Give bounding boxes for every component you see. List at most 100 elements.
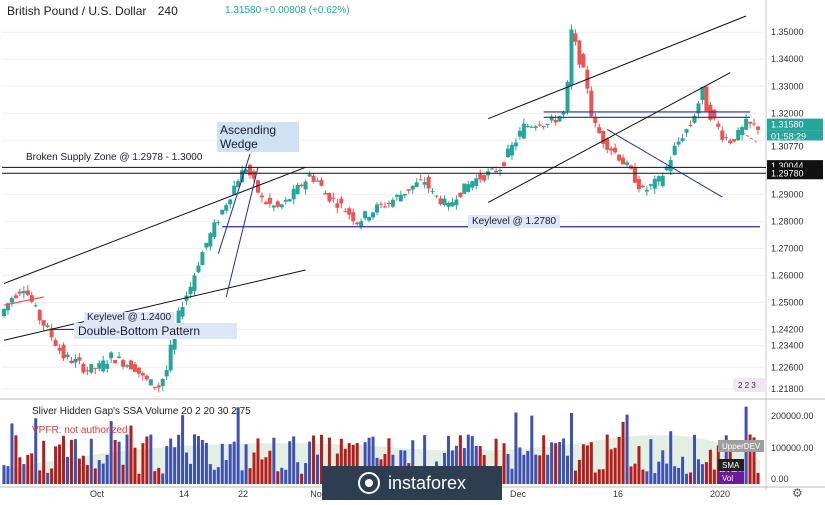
- candle-body: [232, 185, 237, 195]
- candle-body: [252, 171, 257, 179]
- volume-bar: [2, 465, 6, 484]
- volume-bar: [534, 454, 538, 484]
- time-tick-label: 14: [179, 489, 189, 499]
- volume-bar: [14, 435, 18, 484]
- candle-body: [176, 310, 181, 329]
- volume-bar: [669, 431, 673, 484]
- candle-body: [25, 290, 30, 295]
- volume-bar: [268, 450, 272, 484]
- volume-bar: [554, 443, 558, 484]
- candle-body: [125, 365, 130, 367]
- volume-bar: [530, 415, 534, 484]
- candle-body: [109, 352, 114, 359]
- candle-body: [664, 166, 669, 171]
- volume-bar: [387, 438, 391, 484]
- candle-body: [283, 199, 288, 202]
- volume-bar: [693, 434, 697, 484]
- candle-body: [196, 265, 201, 273]
- candle-body: [426, 176, 431, 189]
- volume-bar: [700, 464, 704, 484]
- ascending-wedge-line1: Ascending: [220, 123, 277, 137]
- candle-body: [589, 90, 594, 117]
- events-badge: 2 2 3: [738, 381, 756, 390]
- candle-body: [446, 203, 451, 207]
- candle-body: [529, 126, 534, 128]
- candle-body: [160, 378, 165, 386]
- price-tick-label: 1.27000: [771, 243, 804, 253]
- volume-bar: [101, 463, 105, 484]
- candle-body: [271, 205, 276, 208]
- volume-bar: [161, 473, 165, 484]
- candle-body: [363, 211, 368, 219]
- volume-bar: [506, 454, 510, 484]
- volume-bar: [220, 443, 224, 484]
- candle-body: [672, 145, 677, 155]
- volume-bar: [351, 444, 355, 484]
- candle-body: [97, 363, 102, 369]
- volume-bar: [69, 439, 73, 484]
- volume-bar: [10, 423, 14, 484]
- candle-body: [287, 199, 292, 202]
- volume-bar: [125, 434, 129, 484]
- candle-body: [517, 130, 522, 137]
- candle-body: [537, 124, 542, 126]
- candle-body: [748, 121, 753, 124]
- volume-bar: [77, 458, 81, 484]
- candle-body: [422, 182, 427, 185]
- candle-body: [525, 126, 530, 128]
- volume-bar: [204, 442, 208, 484]
- volume-bar: [510, 468, 514, 484]
- candle-body: [756, 126, 760, 130]
- candle-body: [105, 363, 110, 369]
- candle-body: [398, 194, 403, 202]
- sma-tag: SMA: [722, 461, 740, 470]
- candle-body: [29, 295, 34, 302]
- volume-bar: [327, 437, 331, 484]
- candle-body: [291, 188, 296, 200]
- volume-bar: [141, 443, 145, 484]
- price-tick-label: 1.21800: [771, 384, 804, 394]
- volume-bar: [363, 442, 367, 484]
- volume-bar: [470, 436, 474, 484]
- volume-bar: [712, 469, 716, 484]
- volume-bar: [288, 441, 292, 484]
- volume-bar: [177, 434, 181, 484]
- volume-bar: [641, 469, 645, 484]
- candle-body: [208, 233, 213, 247]
- instaforex-logo: instaforex: [322, 466, 502, 500]
- volume-bar: [708, 449, 712, 484]
- candle-body: [601, 131, 606, 144]
- candle-body: [375, 204, 380, 213]
- price-tick-label: 1.29000: [771, 189, 804, 199]
- candle-body: [541, 126, 546, 128]
- volume-bar: [129, 425, 133, 484]
- candle-body: [636, 179, 641, 190]
- candle-body: [45, 325, 50, 327]
- volume-bar: [196, 435, 200, 484]
- candle-body: [744, 118, 749, 130]
- candle-body: [327, 193, 332, 202]
- candle-body: [533, 126, 538, 128]
- candle-body: [660, 175, 665, 186]
- volume-bar: [165, 446, 169, 484]
- price-tick-label: 1.28000: [771, 216, 804, 226]
- volume-bar: [494, 438, 498, 484]
- price-tick-label: 1.24200: [771, 324, 804, 334]
- volume-bar: [212, 469, 216, 484]
- volume-bar: [300, 473, 304, 484]
- candle-body: [617, 154, 622, 161]
- candle-body: [414, 182, 419, 188]
- candle-body: [37, 310, 42, 321]
- candle-body: [259, 195, 264, 198]
- price-change: 1.31580 +0.00808 (+0.62%): [225, 5, 350, 16]
- volume-bar: [192, 434, 196, 484]
- candle-body: [156, 385, 161, 388]
- settings-gear-icon[interactable]: ⚙: [792, 486, 803, 500]
- volume-bar: [589, 442, 593, 484]
- candle-body: [188, 286, 193, 295]
- timeframe: 240: [157, 4, 178, 18]
- candle-body: [13, 295, 18, 298]
- candle-body: [573, 33, 578, 42]
- instaforex-logo-icon: [357, 472, 380, 494]
